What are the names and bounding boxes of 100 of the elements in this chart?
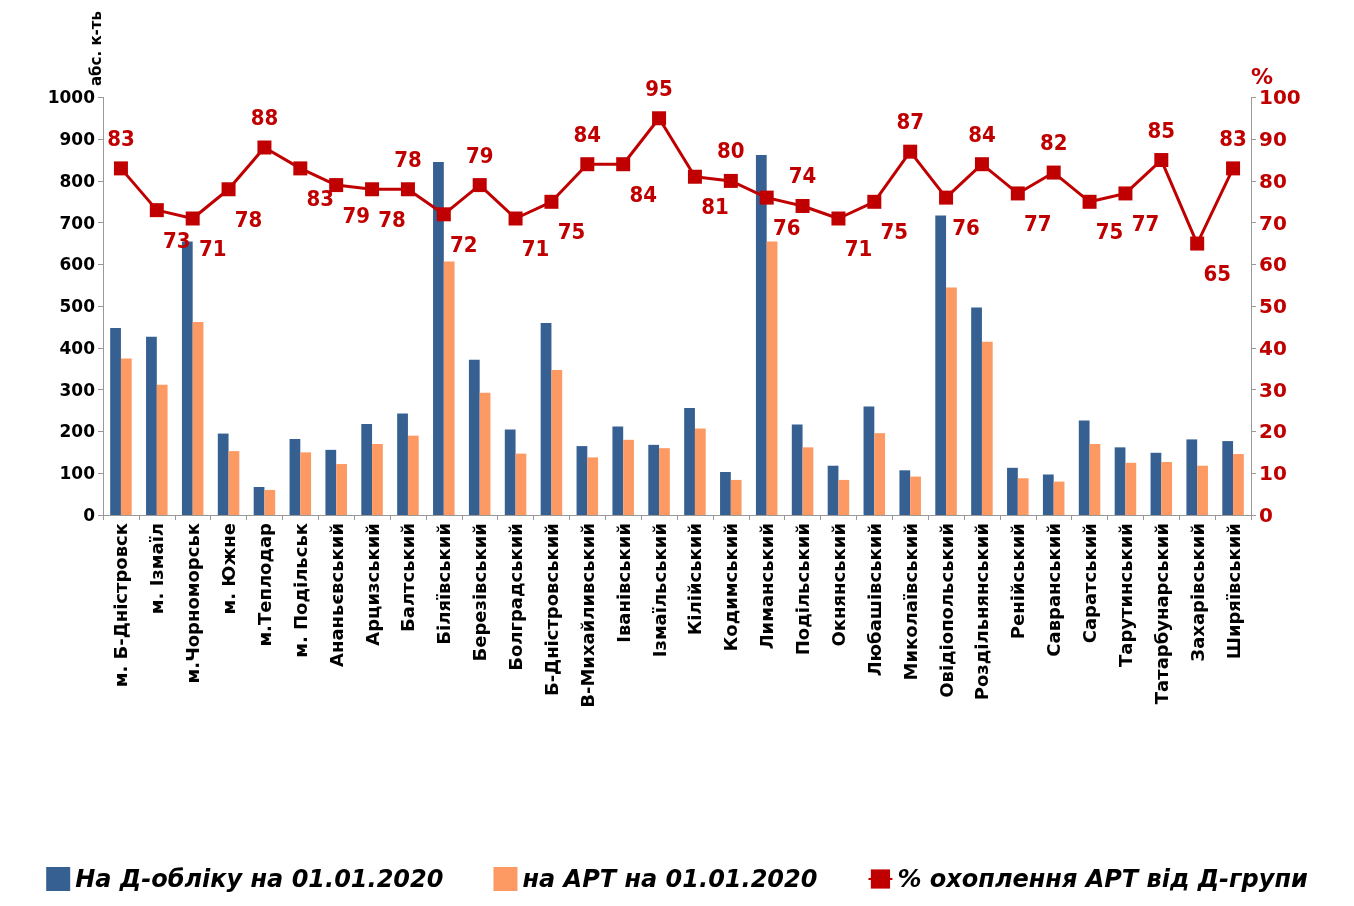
- bar: [228, 451, 240, 515]
- data-label: 84: [573, 121, 602, 147]
- bar: [755, 155, 767, 515]
- bar: [720, 471, 731, 515]
- y2-tick-label: 80: [1259, 168, 1287, 193]
- data-label: 65: [1203, 261, 1231, 287]
- data-label: 83: [306, 185, 335, 211]
- data-label: 71: [521, 236, 550, 261]
- bar: [289, 439, 301, 515]
- x-tick-label: Савранський: [1043, 523, 1065, 657]
- y-tick-label: 800: [59, 170, 96, 191]
- bar: [612, 426, 624, 515]
- point: [1046, 165, 1061, 180]
- y2-tick-label: 90: [1259, 127, 1287, 152]
- y2-tick-label: 70: [1259, 210, 1287, 235]
- legend-label: На Д-обліку на 01.01.2020: [75, 865, 444, 893]
- point: [293, 161, 308, 176]
- x-tick-label: Іванівський: [612, 523, 634, 643]
- x-tick-label: Ренійський: [1007, 523, 1029, 640]
- point: [1190, 236, 1205, 251]
- bar: [874, 433, 886, 515]
- x-tick-label: Б-Дністровський: [540, 523, 562, 697]
- x-tick-label: Миколаївський: [899, 523, 921, 681]
- bar: [1007, 467, 1018, 515]
- x-tick-label: м. Б-Дністровск: [110, 523, 132, 688]
- bar: [217, 433, 229, 515]
- bar: [1053, 481, 1065, 515]
- data-label: 71: [198, 236, 227, 261]
- point: [365, 182, 380, 197]
- x-tick-label: Кілійський: [684, 523, 706, 636]
- point: [795, 198, 810, 213]
- point: [687, 169, 702, 184]
- point: [652, 111, 667, 126]
- data-label: 78: [234, 206, 263, 232]
- bar: [1186, 439, 1198, 515]
- x-tick-label: Захарівський: [1186, 523, 1208, 662]
- bar: [791, 424, 803, 515]
- point: [1118, 186, 1133, 201]
- point: [1082, 194, 1097, 209]
- bar: [935, 215, 947, 515]
- point: [831, 211, 846, 226]
- bar: [1017, 478, 1029, 515]
- bar: [1114, 447, 1126, 515]
- data-label: 75: [1095, 219, 1124, 245]
- bar: [479, 392, 491, 515]
- y-tick-label: 200: [59, 421, 96, 442]
- point: [508, 211, 523, 226]
- bar: [648, 444, 660, 515]
- y-tick-label: 300: [59, 379, 96, 400]
- x-tick-label: Болградський: [505, 523, 527, 671]
- y2-tick-label: 30: [1259, 377, 1287, 402]
- bar: [694, 428, 706, 515]
- x-tick-label: Саратський: [1079, 523, 1101, 644]
- data-label: 84: [968, 121, 996, 147]
- x-tick-label: м. Ізмаїл: [146, 523, 168, 615]
- bar: [192, 322, 204, 515]
- bar: [1089, 444, 1101, 515]
- data-label: 77: [1024, 210, 1052, 236]
- x-tick-label: Татарбунарський: [1150, 523, 1172, 705]
- x-tick-label: Арцизський: [361, 523, 383, 646]
- bar: [110, 327, 121, 515]
- bar: [551, 370, 563, 515]
- bar: [156, 384, 168, 515]
- bar: [981, 341, 993, 515]
- point: [149, 203, 164, 218]
- bar: [1161, 461, 1173, 515]
- bar: [372, 444, 383, 515]
- point: [472, 178, 487, 193]
- bar: [515, 453, 527, 515]
- bar: [443, 261, 455, 515]
- data-label: 76: [952, 215, 980, 241]
- data-label: 75: [557, 219, 586, 245]
- data-label: 74: [788, 163, 817, 189]
- bar: [1233, 454, 1244, 515]
- bar: [1197, 465, 1208, 515]
- x-tick-label: Ширяївський: [1222, 523, 1244, 660]
- legend-label: % охоплення АРТ від Д-групи: [897, 865, 1308, 893]
- point: [113, 161, 128, 176]
- bar: [827, 465, 839, 515]
- y-tick-label: 0: [83, 505, 96, 525]
- data-label: 72: [450, 231, 478, 257]
- y2-tick-label: 0: [1259, 503, 1273, 527]
- point: [759, 190, 774, 205]
- y-tick-label: 100: [59, 463, 96, 484]
- bar: [863, 406, 875, 515]
- data-label: 85: [1147, 117, 1176, 143]
- point: [616, 157, 631, 172]
- y-tick-label: 700: [59, 212, 96, 233]
- data-label: 77: [1131, 210, 1160, 236]
- bar: [300, 452, 312, 515]
- y-tick-label: 900: [59, 129, 96, 150]
- x-tick-label: м. Южне: [218, 523, 240, 615]
- bar: [910, 476, 921, 515]
- bar: [576, 446, 588, 515]
- data-label: 78: [378, 206, 406, 232]
- bar: [325, 449, 337, 515]
- bar: [540, 322, 552, 515]
- point: [221, 182, 236, 197]
- bar: [838, 479, 850, 515]
- data-label: 81: [701, 194, 729, 220]
